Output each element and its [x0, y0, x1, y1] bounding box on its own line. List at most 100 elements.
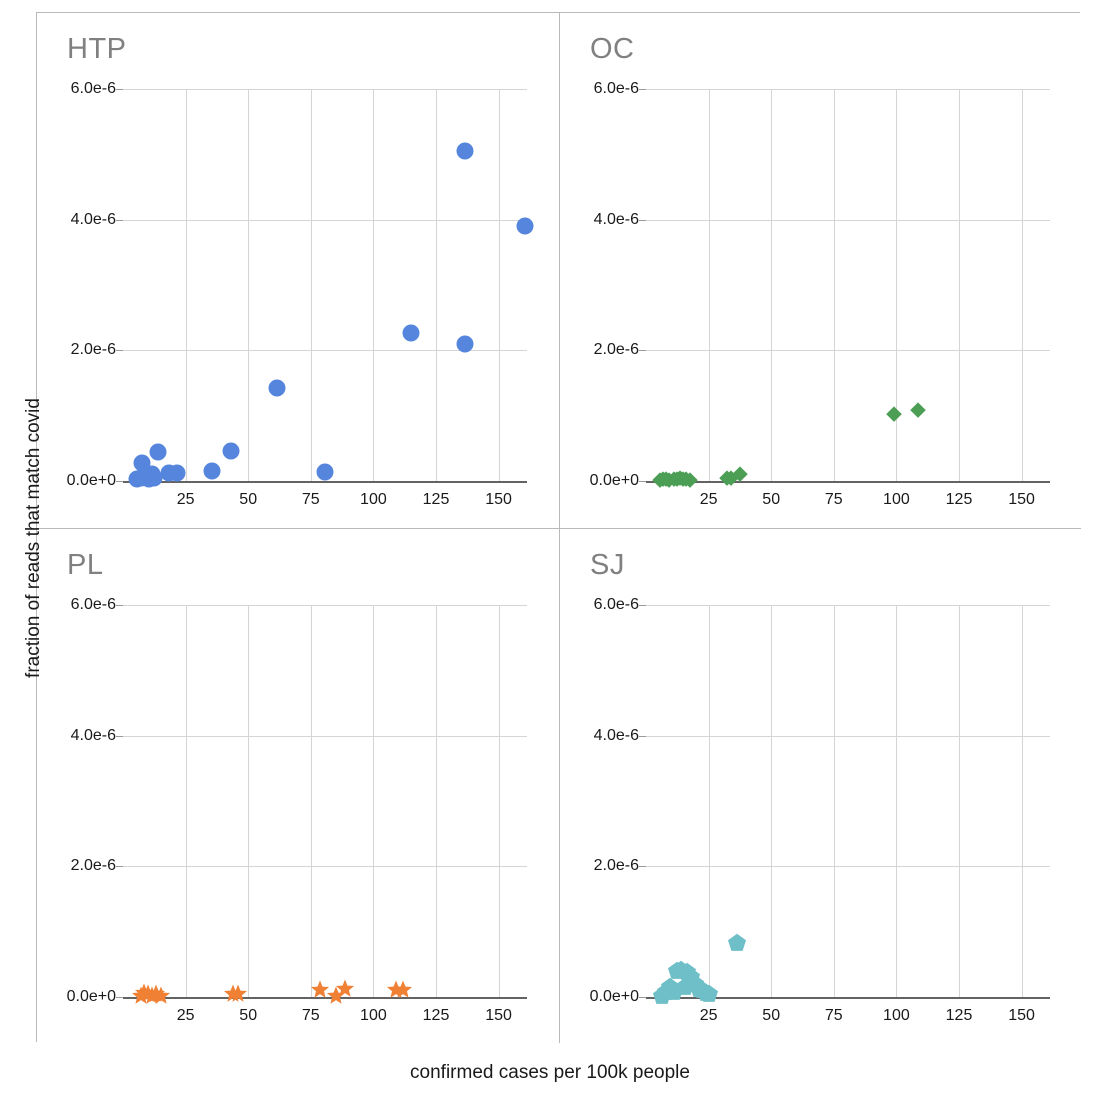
gridline-vertical [310, 605, 312, 997]
data-point-circle [402, 324, 420, 342]
gridline-vertical [833, 89, 835, 481]
data-point-diamond [732, 466, 748, 483]
data-point-star [229, 984, 248, 1003]
y-tick-label: 6.0e-6 [593, 80, 639, 97]
plot-area-oc: 0.0e+0 2.0e-6 4.0e-6 6.0e-6 25 50 75 100 125 150 [560, 13, 1081, 528]
data-point-diamond [665, 471, 682, 487]
data-point-pentagon [685, 974, 704, 993]
y-tick-label: 4.0e-6 [593, 210, 639, 228]
data-point-diamond [682, 472, 698, 488]
data-point-diamond [672, 470, 688, 487]
gridline-vertical [771, 605, 773, 997]
gridline-horizontal [646, 350, 1050, 352]
gridline-vertical [373, 605, 375, 997]
data-point-star [146, 984, 165, 1003]
data-point-diamond [658, 471, 674, 487]
y-tick-label: 2.0e-6 [70, 857, 116, 875]
data-point-diamond [910, 402, 926, 419]
x-tick-label: 150 [485, 1007, 512, 1024]
data-point-circle [268, 379, 286, 397]
y-tick-label: 0.0e+0 [589, 988, 639, 1005]
data-point-pentagon [653, 986, 672, 1005]
data-point-circle [149, 443, 167, 461]
y-tick-mark [639, 350, 646, 352]
y-tick-mark [116, 735, 123, 737]
data-point-circle [132, 469, 150, 487]
gridline-vertical [185, 605, 187, 997]
gridline-vertical [248, 89, 250, 481]
gridline-horizontal [123, 735, 527, 737]
x-tick-label: 25 [699, 1007, 718, 1024]
x-tick-label: 150 [1008, 491, 1035, 508]
y-tick-label: 2.0e-6 [70, 341, 116, 359]
x-tick-label: 100 [883, 1007, 910, 1024]
y-tick-label: 4.0e-6 [593, 726, 639, 744]
data-point-diamond [655, 471, 671, 487]
data-point-pentagon [682, 968, 701, 987]
data-point-pentagon [678, 962, 697, 982]
x-tick-label: 100 [883, 491, 910, 508]
gridline-vertical [959, 89, 960, 481]
gridline-vertical [436, 89, 437, 481]
data-point-pentagon [660, 977, 679, 996]
data-point-star [135, 983, 154, 1003]
gridline-horizontal [123, 219, 527, 221]
data-point-circle [128, 470, 146, 488]
panel-oc: OC 0.0e+0 2.0e-6 4.0e-6 6.0e-6 25 50 75 100 125 1… [559, 13, 1081, 528]
y-tick-label: 6.0e-6 [70, 596, 116, 613]
facet-grid-frame: HTP 0.0e+0 2.0e-6 4.0e-6 6.0e-6 25 50 75 100 125… [36, 12, 1081, 1043]
gridline-vertical [498, 605, 500, 997]
y-tick-label: 6.0e-6 [70, 80, 116, 97]
gridline-horizontal [123, 350, 527, 352]
x-axis-line [123, 997, 527, 999]
x-axis-title: confirmed cases per 100k people [410, 1062, 690, 1083]
x-tick-label: 100 [360, 491, 387, 508]
x-tick-label: 125 [945, 491, 973, 508]
data-point-star [138, 984, 158, 1003]
data-point-pentagon [728, 933, 747, 952]
data-point-star [326, 986, 345, 1005]
gridline-vertical [498, 89, 500, 481]
x-tick-label: 50 [239, 1007, 258, 1024]
y-tick-mark [116, 481, 123, 482]
y-tick-mark [116, 89, 123, 90]
x-tick-label: 75 [301, 1007, 320, 1024]
data-point-circle [168, 464, 186, 481]
x-axis-line [646, 481, 1050, 483]
y-tick-label: 0.0e+0 [66, 472, 116, 489]
gridline-vertical [708, 605, 710, 997]
y-tick-mark [116, 866, 123, 868]
y-tick-mark [639, 219, 646, 221]
data-point-diamond [675, 471, 691, 487]
x-axis-line [123, 481, 527, 483]
gridline-vertical [833, 605, 835, 997]
y-tick-mark [639, 89, 646, 90]
x-tick-label: 125 [422, 491, 450, 508]
y-tick-mark [639, 481, 646, 482]
data-point-pentagon [668, 961, 687, 980]
gridline-horizontal [646, 735, 1050, 737]
data-point-diamond [678, 471, 694, 487]
y-tick-label: 2.0e-6 [593, 857, 639, 875]
data-point-diamond [886, 406, 902, 422]
y-tick-mark [639, 605, 646, 606]
x-tick-label: 25 [176, 1007, 195, 1024]
gridline-horizontal [646, 89, 1050, 90]
gridline-vertical [896, 89, 898, 481]
panel-pl: PL 0.0e+0 2.0e-6 4.0e-6 6.0e-6 25 50 75 100 125 1… [37, 528, 559, 1043]
data-point-pentagon [675, 977, 694, 996]
data-point-circle [456, 142, 474, 160]
y-tick-mark [639, 735, 646, 737]
gridline-horizontal [646, 866, 1050, 868]
data-point-star [224, 984, 243, 1003]
panel-htp: HTP 0.0e+0 2.0e-6 4.0e-6 6.0e-6 25 50 75 100 125… [37, 13, 559, 528]
data-point-circle [160, 464, 178, 481]
data-point-circle [135, 468, 153, 486]
x-tick-label: 25 [699, 491, 718, 508]
data-point-circle [222, 442, 240, 460]
data-point-star [142, 986, 161, 1005]
y-tick-label: 0.0e+0 [589, 472, 639, 489]
gridline-vertical [771, 89, 773, 481]
panel-title-htp: HTP [67, 33, 127, 65]
y-tick-label: 0.0e+0 [66, 988, 116, 1005]
